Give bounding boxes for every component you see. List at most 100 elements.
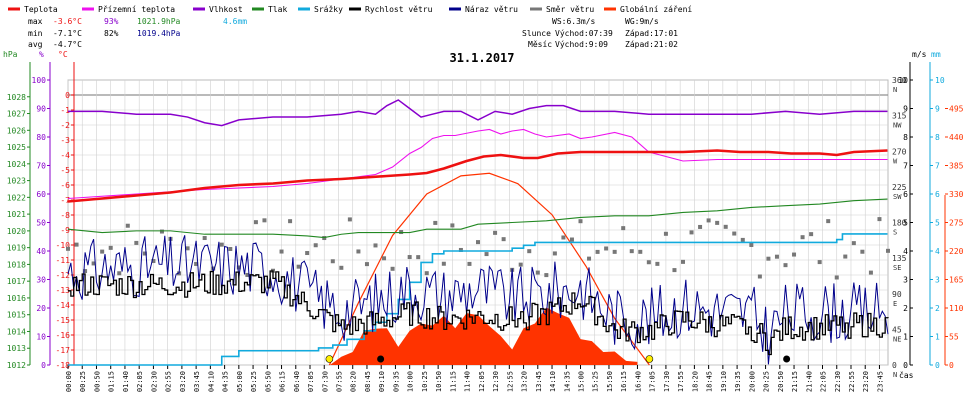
pressure-tick-label: 1025 xyxy=(7,143,26,152)
direction-tick-label: 360 xyxy=(892,76,907,85)
sunrise-marker xyxy=(325,355,334,363)
stat-min-temp: -7.1°C xyxy=(53,29,82,38)
wind-direction-point xyxy=(604,246,609,251)
direction-cardinal-label: W xyxy=(893,157,898,165)
time-tick-label: 18:20 xyxy=(691,371,699,392)
radiation-tick-label: 330 xyxy=(949,190,964,199)
wind-direction-point xyxy=(441,261,446,266)
wind-direction-point xyxy=(860,249,865,254)
pressure-tick-label: 1014 xyxy=(7,327,26,336)
time-tick-label: 07:05 xyxy=(307,371,315,392)
pressure-tick-label: 1020 xyxy=(7,227,26,236)
wind-direction-point xyxy=(245,272,250,277)
wind-direction-point xyxy=(663,231,668,236)
direction-tick-label: 180 xyxy=(892,219,907,228)
wind-direction-point xyxy=(382,256,387,261)
wind-direction-point xyxy=(458,247,463,252)
pressure-tick-label: 1027 xyxy=(7,110,26,119)
humidity-unit-label: % xyxy=(39,50,44,59)
wind-direction-point xyxy=(501,237,506,242)
wind-direction-point xyxy=(347,217,352,222)
wind-direction-point xyxy=(595,249,600,254)
time-tick-label: 01:15 xyxy=(108,371,116,392)
temperature-tick-label: -18 xyxy=(56,361,71,370)
temperature-tick-label: -13 xyxy=(56,286,71,295)
pressure-tick-label: 1015 xyxy=(7,311,26,320)
time-tick-label: 16:15 xyxy=(620,371,628,392)
time-tick-label: 16:40 xyxy=(634,371,642,392)
time-axis: 00:00 00:25 00:50 01:15 01:40 02:05 02:30 02:55… xyxy=(65,365,884,392)
time-tick-label: 20:50 xyxy=(777,371,785,392)
time-tick-label: 04:35 xyxy=(222,371,230,392)
wind-tick-label: 8 xyxy=(903,133,908,142)
direction-cardinal-label: SW xyxy=(893,193,902,201)
humidity-tick-label: 0 xyxy=(41,361,46,370)
wind-direction-point xyxy=(356,249,361,254)
left-axes: 1012101310141015101610171018101910201021… xyxy=(7,62,75,370)
time-tick-label: 05:25 xyxy=(250,371,258,392)
wind-speed-max: WS:6.3m/s xyxy=(552,17,596,26)
wind-tick-label: 1 xyxy=(903,333,908,342)
sunset-time: Západ:17:01 xyxy=(625,29,678,38)
wind-direction-point xyxy=(364,262,369,267)
legend-label: Přízemní teplota xyxy=(98,5,175,14)
wind-direction-point xyxy=(518,262,523,267)
humidity-tick-label: 30 xyxy=(36,276,46,285)
stat-min-humidity: 82% xyxy=(104,29,119,38)
time-tick-label: 00:00 xyxy=(65,371,73,392)
pressure-tick-label: 1018 xyxy=(7,260,26,269)
temperature-tick-label: -3 xyxy=(60,136,70,145)
wind-direction-point xyxy=(74,242,79,247)
wind-direction-point xyxy=(552,251,557,256)
time-tick-label: 13:45 xyxy=(535,371,543,392)
time-tick-label: 03:45 xyxy=(193,371,201,392)
time-tick-label: 22:30 xyxy=(834,371,842,392)
temperature-tick-label: -11 xyxy=(56,256,71,265)
time-tick-label: 17:30 xyxy=(663,371,671,392)
time-tick-label: 02:30 xyxy=(150,371,158,392)
wind-direction-point xyxy=(561,235,566,240)
time-tick-label: 09:10 xyxy=(378,371,386,392)
wind-direction-point xyxy=(424,271,429,276)
direction-tick-label: 135 xyxy=(892,254,907,263)
time-tick-label: 12:05 xyxy=(478,371,486,392)
wind-direction-point xyxy=(851,241,856,246)
time-tick-label: 11:40 xyxy=(464,371,472,392)
wind-direction-point xyxy=(219,242,224,247)
time-tick-label: 07:30 xyxy=(321,371,329,392)
time-tick-label: 02:55 xyxy=(165,371,173,392)
rain-tick-label: 0 xyxy=(935,361,940,370)
humidity-tick-label: 70 xyxy=(36,162,46,171)
direction-tick-label: 90 xyxy=(892,290,902,299)
direction-cardinal-label: E xyxy=(893,300,897,308)
radiation-tick-label: 0 xyxy=(949,361,954,370)
time-tick-label: 09:35 xyxy=(392,371,400,392)
time-tick-label: 08:20 xyxy=(350,371,358,392)
wind-speed-line xyxy=(68,270,889,356)
radiation-tick-label: 385 xyxy=(949,162,964,171)
wind-direction-point xyxy=(800,235,805,240)
wind-direction-point xyxy=(792,252,797,257)
time-tick-label: 04:10 xyxy=(207,371,215,392)
pressure-unit-label: hPa xyxy=(3,50,18,59)
wind-direction-point xyxy=(757,274,762,279)
time-tick-label: 06:15 xyxy=(279,371,287,392)
radiation-tick-label: 220 xyxy=(949,247,964,256)
moonrise-time: Východ:9:09 xyxy=(555,40,608,49)
time-tick-label: 01:40 xyxy=(122,371,130,392)
wind-tick-label: 4 xyxy=(903,247,908,256)
time-tick-label: 10:25 xyxy=(421,371,429,392)
radiation-max-curve xyxy=(328,172,650,366)
pressure-tick-label: 1013 xyxy=(7,344,26,353)
stat-max-pressure: 1021.9hPa xyxy=(137,17,181,26)
direction-tick-label: 315 xyxy=(892,112,907,121)
time-tick-label: 21:40 xyxy=(805,371,813,392)
wind-direction-point xyxy=(535,270,540,275)
temperature-tick-label: -1 xyxy=(60,106,70,115)
wind-direction-point xyxy=(151,259,156,264)
wind-direction-point xyxy=(236,265,241,270)
wind-direction-point xyxy=(305,251,310,256)
temperature-tick-label: -9 xyxy=(60,226,70,235)
stat-max-rain: 4.6mm xyxy=(223,17,247,26)
